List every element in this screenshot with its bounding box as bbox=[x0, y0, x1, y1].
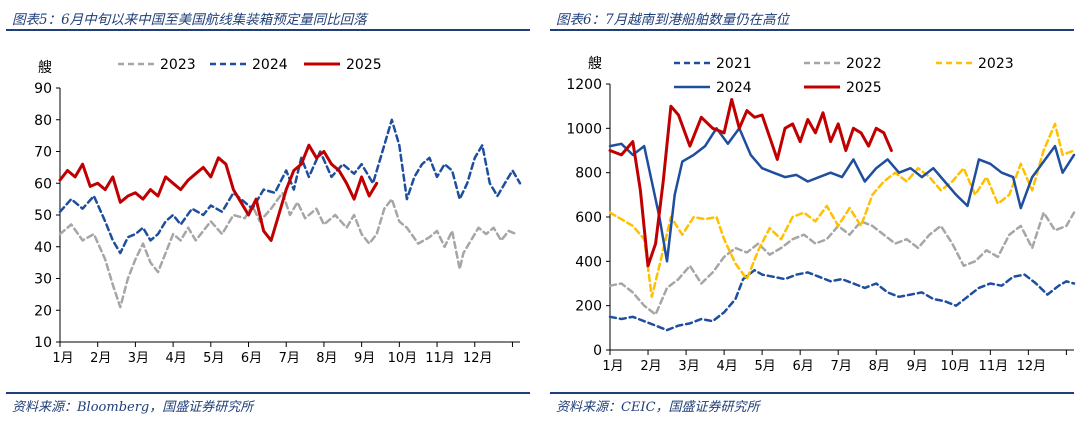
y-tick-label: 200 bbox=[575, 299, 602, 315]
y-tick-label: 40 bbox=[34, 240, 52, 256]
left-chart-source: 资料来源：Bloomberg，国盛证券研究所 bbox=[12, 400, 254, 415]
right-source-rule bbox=[550, 392, 1074, 394]
x-tick-label: 10月 bbox=[941, 359, 971, 374]
y-tick-label: 1200 bbox=[566, 77, 602, 93]
left-title-rule bbox=[6, 29, 530, 31]
x-tick-label: 1月 bbox=[52, 351, 73, 366]
right-chart-panel: 图表6：7月越南到港船舶数量仍在高位 艘 0 200 400 600 800 1000 120… bbox=[544, 0, 1080, 421]
left-chart-panel: 图表5：6月中旬以来中国至美国航线集装箱预定量同比回落 艘 10 20 30 40 50 6… bbox=[0, 0, 536, 421]
y-tick-label: 70 bbox=[34, 145, 52, 161]
series-line-2023 bbox=[58, 191, 518, 309]
series-line-2023 bbox=[608, 122, 1076, 299]
series-line-2025 bbox=[58, 143, 379, 242]
x-tick-label: 11月 bbox=[425, 351, 455, 366]
y-tick-label: 80 bbox=[34, 113, 52, 129]
x-tick-label: 6月 bbox=[793, 359, 814, 374]
y-tick-label: 0 bbox=[593, 343, 602, 359]
legend-label-2022: 2022 bbox=[846, 56, 882, 72]
y-tick-label: 50 bbox=[34, 208, 52, 224]
x-tick-label: 9月 bbox=[907, 359, 928, 374]
x-tick-label: 2月 bbox=[90, 351, 111, 366]
right-chart-title: 图表6：7月越南到港船舶数量仍在高位 bbox=[556, 12, 790, 28]
y-tick-label: 90 bbox=[34, 81, 52, 97]
legend-label-2023: 2023 bbox=[978, 56, 1014, 72]
y-tick-label: 1000 bbox=[566, 121, 602, 137]
series-line-2024 bbox=[608, 127, 1076, 263]
x-tick-label: 5月 bbox=[754, 359, 775, 374]
series-line-2022 bbox=[608, 211, 1076, 316]
x-tick-label: 9月 bbox=[354, 351, 375, 366]
x-tick-label: 12月 bbox=[1017, 359, 1047, 374]
legend-label-2021: 2021 bbox=[716, 56, 752, 72]
y-tick-label: 600 bbox=[575, 210, 602, 226]
x-tick-label: 3月 bbox=[128, 351, 149, 366]
x-tick-label: 4月 bbox=[165, 351, 186, 366]
x-tick-label: 5月 bbox=[203, 351, 224, 366]
x-tick-label: 8月 bbox=[316, 351, 337, 366]
y-axis-unit-label: 艘 bbox=[38, 60, 52, 76]
y-tick-label: 10 bbox=[34, 335, 52, 351]
y-axis-unit-label: 艘 bbox=[588, 56, 602, 72]
x-tick-label: 2月 bbox=[640, 359, 661, 374]
series-line-2021 bbox=[608, 268, 1076, 332]
x-tick-label: 6月 bbox=[241, 351, 262, 366]
legend-label-2025: 2025 bbox=[346, 57, 382, 73]
x-tick-label: 12月 bbox=[463, 351, 493, 366]
right-line-chart: 艘 0 200 400 600 800 1000 1200 1月 2月 3月 4月 5月 6月 7月 8月 9月… bbox=[566, 56, 1076, 374]
legend-label-2025: 2025 bbox=[846, 80, 882, 96]
series-line-2025 bbox=[608, 98, 893, 268]
x-tick-label: 8月 bbox=[869, 359, 890, 374]
y-tick-label: 400 bbox=[575, 254, 602, 270]
x-tick-label: 7月 bbox=[831, 359, 852, 374]
left-chart-title: 图表5：6月中旬以来中国至美国航线集装箱预定量同比回落 bbox=[12, 12, 367, 28]
x-tick-label: 7月 bbox=[279, 351, 300, 366]
legend-label-2023: 2023 bbox=[160, 57, 196, 73]
y-tick-label: 30 bbox=[34, 272, 52, 288]
x-tick-label: 11月 bbox=[979, 359, 1009, 374]
left-source-rule bbox=[6, 392, 530, 394]
series-line-2024 bbox=[58, 118, 522, 255]
legend-label-2024: 2024 bbox=[252, 57, 288, 73]
left-line-chart: 艘 10 20 30 40 50 60 70 80 90 1月 2月 3月 4月 5月 6月 7月 8月 9月 10月… bbox=[34, 57, 522, 366]
y-tick-label: 800 bbox=[575, 166, 602, 182]
x-tick-label: 4月 bbox=[716, 359, 737, 374]
x-tick-label: 3月 bbox=[678, 359, 699, 374]
x-tick-label: 1月 bbox=[602, 359, 623, 374]
right-chart-source: 资料来源：CEIC，国盛证券研究所 bbox=[556, 400, 760, 415]
right-title-rule bbox=[550, 29, 1074, 31]
y-tick-label: 60 bbox=[34, 176, 52, 192]
y-tick-label: 20 bbox=[34, 303, 52, 319]
x-tick-label: 10月 bbox=[388, 351, 418, 366]
legend-label-2024: 2024 bbox=[716, 80, 752, 96]
